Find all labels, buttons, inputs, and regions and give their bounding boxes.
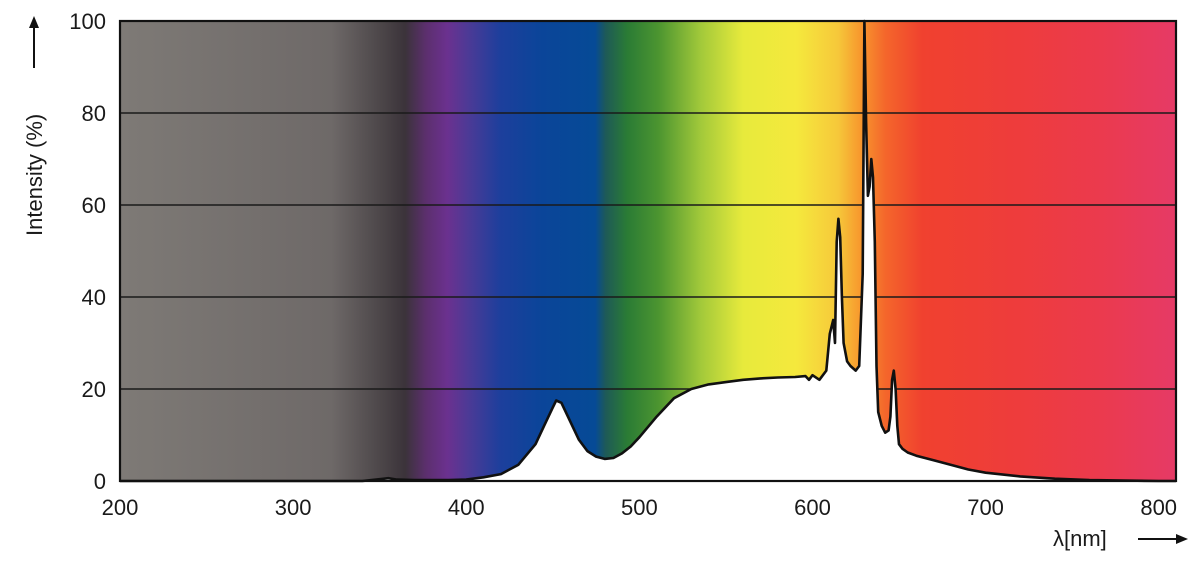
gridlines [120, 112, 1176, 390]
x-axis-arrow-icon [1138, 534, 1188, 544]
y-tick-label: 20 [82, 377, 106, 402]
y-tick-label: 80 [82, 101, 106, 126]
x-tick-label: 600 [794, 495, 831, 520]
y-tick-label: 60 [82, 193, 106, 218]
x-tick-label: 800 [1140, 495, 1177, 520]
x-tick-label: 200 [102, 495, 139, 520]
x-tick-label: 400 [448, 495, 485, 520]
plot-frame [118, 19, 1178, 483]
y-tick-label: 0 [94, 469, 106, 494]
y-tick-labels: 0 20 40 60 80 100 [69, 9, 106, 494]
spectrum-background [120, 21, 1176, 481]
x-tick-label: 300 [275, 495, 312, 520]
x-tick-label: 700 [967, 495, 1004, 520]
emission-curve-line [120, 19, 1176, 483]
y-tick-label: 40 [82, 285, 106, 310]
y-tick-label: 100 [69, 9, 106, 34]
x-axis-title: λ[nm] [1053, 526, 1107, 551]
y-axis-title: Intensity (%) [22, 114, 47, 236]
x-tick-label: 500 [621, 495, 658, 520]
x-tick-labels: 200 300 400 500 600 700 800 [102, 495, 1177, 520]
y-axis-arrow-icon [29, 16, 39, 68]
